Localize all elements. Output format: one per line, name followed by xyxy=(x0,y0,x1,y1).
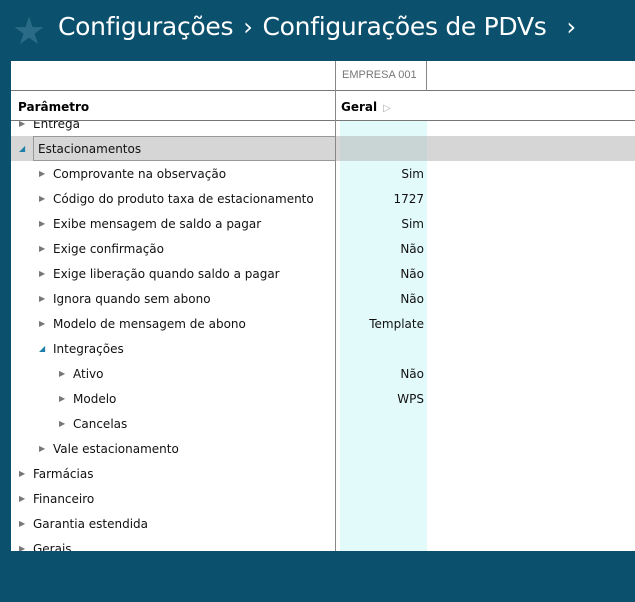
tree-row[interactable]: ▶ Código do produto taxa de estacionament… xyxy=(11,186,635,211)
breadcrumb-configuracoes-pdvs[interactable]: Configurações de PDVs xyxy=(262,12,547,41)
row-label: Vale estacionamento xyxy=(53,442,179,456)
row-value[interactable]: Template xyxy=(369,317,424,331)
expand-right-icon[interactable]: ▷ xyxy=(383,103,391,114)
row-value[interactable]: Sim xyxy=(401,167,424,181)
expand-icon[interactable]: ▶ xyxy=(39,294,46,303)
chevron-right-icon: › xyxy=(243,12,253,41)
tree-row[interactable]: ▶ Exibe mensagem de saldo a pagar Sim xyxy=(11,211,635,236)
row-label: Modelo xyxy=(73,392,117,406)
row-label: Integrações xyxy=(53,342,124,356)
breadcrumb-configuracoes[interactable]: Configurações xyxy=(58,12,234,41)
tree-row[interactable]: ▶ Modelo WPS xyxy=(11,386,635,411)
tree-row[interactable]: ▶ Modelo de mensagem de abono Template xyxy=(11,311,635,336)
row-value[interactable]: Sim xyxy=(401,217,424,231)
expand-icon[interactable]: ▶ xyxy=(19,544,26,551)
config-grid: EMPRESA 001 Parâmetro Geral ▷ ▶ Entrega ◢ Es… xyxy=(11,61,635,551)
row-label: Exibe mensagem de saldo a pagar xyxy=(53,217,262,231)
expand-icon[interactable]: ▶ xyxy=(19,494,26,503)
collapse-icon[interactable]: ◢ xyxy=(19,144,26,153)
row-label: Cancelas xyxy=(73,417,128,431)
row-value[interactable]: Não xyxy=(400,367,424,381)
expand-icon[interactable]: ▶ xyxy=(19,121,26,128)
tree-row[interactable]: ▶ Exige liberação quando saldo a pagar Não xyxy=(11,261,635,286)
row-value[interactable]: Não xyxy=(400,292,424,306)
expand-icon[interactable]: ▶ xyxy=(39,269,46,278)
tree-row[interactable]: ▶ Garantia estendida xyxy=(11,511,635,536)
row-value[interactable]: WPS xyxy=(397,392,424,406)
favorite-star-icon[interactable]: ★ xyxy=(12,9,47,53)
value-column-highlight xyxy=(340,121,427,551)
expand-icon[interactable]: ▶ xyxy=(39,444,46,453)
row-label: Modelo de mensagem de abono xyxy=(53,317,246,331)
expand-icon[interactable]: ▶ xyxy=(19,519,26,528)
row-label: Estacionamentos xyxy=(33,136,336,161)
tree-row[interactable]: ▶ Comprovante na observação Sim xyxy=(11,161,635,186)
row-label: Código do produto taxa de estacionamento xyxy=(53,192,314,206)
expand-icon[interactable]: ▶ xyxy=(39,169,46,178)
row-value[interactable]: Não xyxy=(400,267,424,281)
expand-icon[interactable]: ▶ xyxy=(39,194,46,203)
tree-row[interactable]: ◢ Integrações xyxy=(11,336,635,361)
tree-row[interactable]: ▶ Exige confirmação Não xyxy=(11,236,635,261)
row-label: Gerais xyxy=(33,542,72,551)
row-label: Financeiro xyxy=(33,492,95,506)
tree-row[interactable]: ▶ Vale estacionamento xyxy=(11,436,635,461)
expand-icon[interactable]: ▶ xyxy=(39,219,46,228)
row-label: Ignora quando sem abono xyxy=(53,292,211,306)
row-label: Comprovante na observação xyxy=(53,167,227,181)
expand-icon[interactable]: ▶ xyxy=(59,419,66,428)
tree-row[interactable]: ▶ Financeiro xyxy=(11,486,635,511)
row-label: Exige liberação quando saldo a pagar xyxy=(53,267,280,281)
company-header-row: EMPRESA 001 xyxy=(11,61,635,91)
parameter-column-header[interactable]: Parâmetro xyxy=(18,100,90,114)
tree-row[interactable]: ▶ Farmácias xyxy=(11,461,635,486)
general-column-header[interactable]: Geral ▷ xyxy=(341,100,391,114)
tree-row[interactable]: ▶ Ignora quando sem abono Não xyxy=(11,286,635,311)
row-label: Exige confirmação xyxy=(53,242,164,256)
row-label: Ativo xyxy=(73,367,104,381)
collapse-icon[interactable]: ◢ xyxy=(39,344,46,353)
breadcrumb: Configurações › Configurações de PDVs › xyxy=(58,12,580,41)
column-header-row: Parâmetro Geral ▷ xyxy=(11,91,635,121)
row-label: Garantia estendida xyxy=(33,517,149,531)
row-label: Entrega xyxy=(33,121,80,131)
general-column-label: Geral xyxy=(341,100,378,114)
column-divider[interactable] xyxy=(335,61,336,551)
tree-row[interactable]: ◢ Estacionamentos xyxy=(11,136,635,161)
row-value[interactable]: 1727 xyxy=(393,192,424,206)
expand-icon[interactable]: ▶ xyxy=(39,244,46,253)
row-value[interactable]: Não xyxy=(400,242,424,256)
expand-icon[interactable]: ▶ xyxy=(59,369,66,378)
tree-row[interactable]: ▶ Gerais xyxy=(11,536,635,551)
grid-body: ▶ Entrega ◢ Estacionamentos ▶ Comprovante na … xyxy=(11,121,635,551)
company-column-header[interactable]: EMPRESA 001 xyxy=(335,61,427,91)
tree-row[interactable]: ▶ Ativo Não xyxy=(11,361,635,386)
tree-row[interactable]: ▶ Cancelas xyxy=(11,411,635,436)
tree-row[interactable]: ▶ Entrega xyxy=(11,121,635,136)
row-label: Farmácias xyxy=(33,467,94,481)
chevron-right-icon[interactable]: › xyxy=(566,12,576,41)
expand-icon[interactable]: ▶ xyxy=(59,394,66,403)
expand-icon[interactable]: ▶ xyxy=(19,469,26,478)
expand-icon[interactable]: ▶ xyxy=(39,319,46,328)
